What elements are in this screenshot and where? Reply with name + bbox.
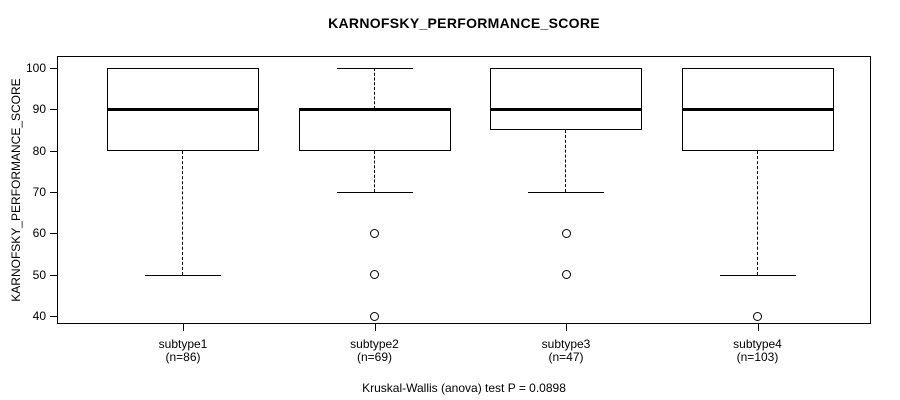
median-line (298, 107, 451, 111)
y-tick (50, 233, 57, 235)
y-tick-label: 100 (25, 61, 46, 75)
x-category-count: (n=69) (356, 350, 393, 364)
x-category-count: (n=103) (736, 350, 779, 364)
median-line (107, 107, 259, 111)
box (490, 68, 642, 130)
x-category-name: subtype1 (158, 337, 208, 351)
y-tick-label: 40 (32, 309, 46, 323)
y-tick (50, 192, 57, 193)
annotation-text: Kruskal-Wallis (anova) test P = 0.0898 (362, 381, 566, 395)
outlier-point (561, 270, 571, 280)
upper-whisker-cap (719, 68, 796, 69)
outlier-point (370, 228, 379, 238)
x-category-label: subtype1 (n=86) (108, 338, 258, 364)
x-tick (374, 324, 376, 331)
outlier-point (561, 228, 571, 238)
y-tick-label: 70 (32, 185, 46, 199)
median-line (490, 107, 642, 111)
x-category-label: subtype3 (n=47) (491, 338, 641, 364)
lower-whisker (565, 130, 566, 192)
upper-whisker-cap (528, 68, 604, 69)
x-tick (183, 324, 184, 331)
x-category-count: (n=47) (548, 350, 584, 364)
x-tick (757, 324, 759, 331)
x-category-label: subtype2 (n=69) (300, 338, 450, 364)
x-category-count: (n=86) (165, 350, 201, 364)
y-tick (50, 68, 57, 69)
y-tick-label: 80 (32, 143, 46, 158)
y-tick (50, 316, 57, 317)
lower-whisker (373, 150, 375, 192)
y-tick-label: 60 (32, 226, 46, 241)
y-tick (50, 109, 57, 111)
upper-whisker-cap (145, 68, 221, 69)
y-tick (50, 150, 57, 152)
lower-whisker-cap (719, 274, 796, 276)
x-tick (566, 324, 567, 331)
outlier-point (370, 311, 379, 321)
lower-whisker (756, 150, 758, 275)
outlier-point (370, 270, 379, 280)
upper-whisker (373, 68, 375, 110)
median-line (681, 107, 834, 111)
chart-title: KARNOFSKY_PERFORMANCE_SCORE (328, 15, 600, 31)
lower-whisker (182, 150, 183, 275)
upper-whisker-cap (336, 68, 413, 69)
x-category-label: subtype4 (n=103) (683, 338, 833, 364)
x-category-name: subtype3 (541, 337, 591, 351)
y-tick-label: 50 (32, 267, 46, 282)
lower-whisker-cap (336, 192, 413, 193)
x-category-name: subtype4 (733, 337, 782, 351)
y-tick-label: 90 (32, 102, 46, 117)
x-category-name: subtype2 (350, 337, 399, 351)
y-tick (50, 274, 57, 276)
lower-whisker-cap (145, 274, 221, 276)
lower-whisker-cap (528, 192, 604, 193)
box (298, 109, 451, 151)
outlier-point (753, 311, 762, 321)
